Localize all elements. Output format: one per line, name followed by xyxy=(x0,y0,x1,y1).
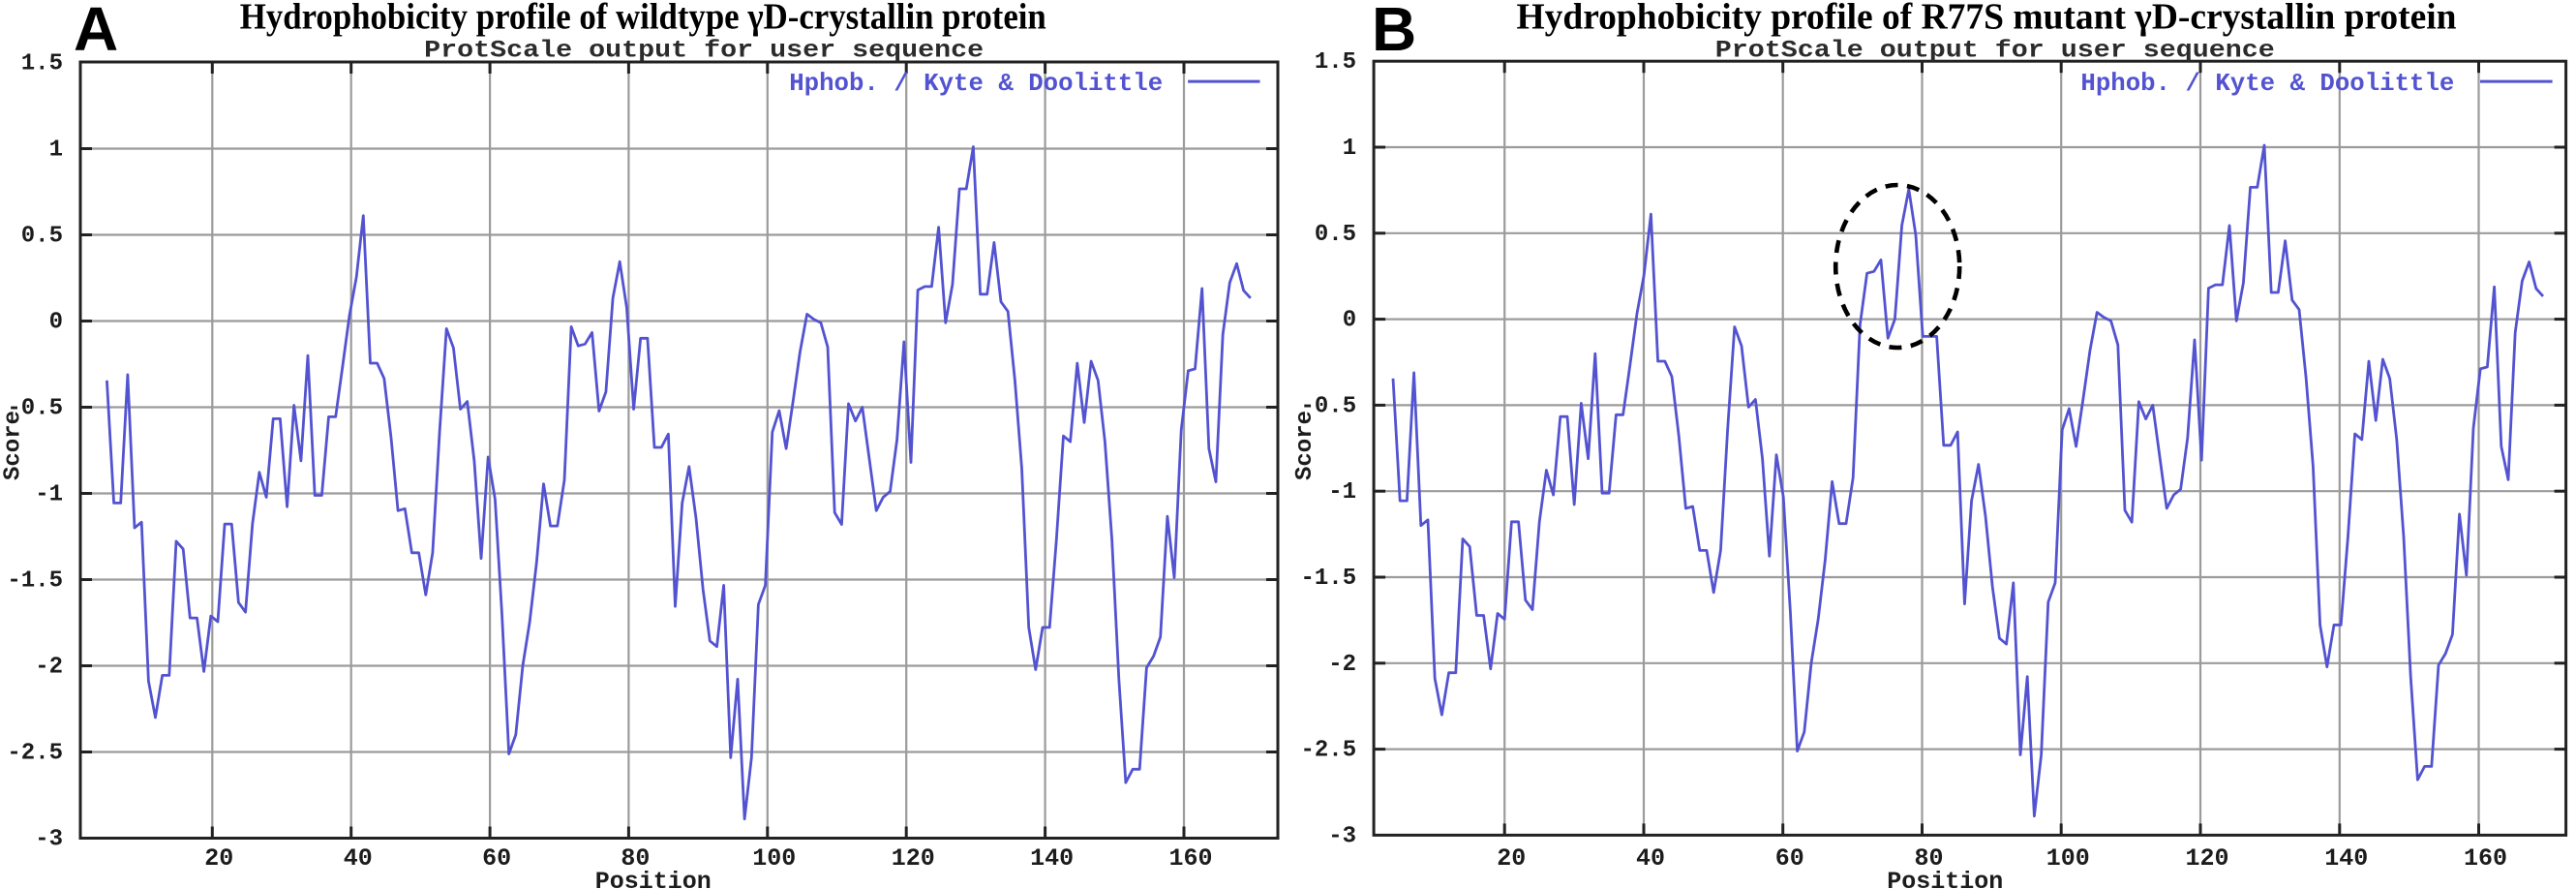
svg-text:-2.5: -2.5 xyxy=(1300,738,1356,764)
svg-text:-2: -2 xyxy=(35,655,63,681)
svg-text:ProtScale output for user sequ: ProtScale output for user sequence xyxy=(1715,37,2275,65)
svg-text:Score: Score xyxy=(1292,411,1318,480)
svg-text:Position: Position xyxy=(595,868,712,889)
svg-text:160: 160 xyxy=(1168,844,1212,873)
svg-text:A: A xyxy=(74,0,118,64)
svg-text:-1: -1 xyxy=(1328,479,1356,506)
svg-text:20: 20 xyxy=(1497,844,1526,873)
svg-text:Score: Score xyxy=(1,411,27,480)
svg-text:140: 140 xyxy=(2324,844,2368,873)
svg-text:-0.5: -0.5 xyxy=(1300,393,1356,419)
svg-text:0: 0 xyxy=(49,310,63,336)
svg-text:Hydrophobicity profile of R77S: Hydrophobicity profile of R77S mutant γD… xyxy=(1517,0,2457,37)
svg-text:Hphob. / Kyte & Doolittle: Hphob. / Kyte & Doolittle xyxy=(789,69,1163,98)
svg-text:60: 60 xyxy=(482,844,511,873)
svg-text:1.5: 1.5 xyxy=(1315,49,1356,76)
svg-text:Hphob. / Kyte & Doolittle: Hphob. / Kyte & Doolittle xyxy=(2080,69,2454,98)
svg-text:-1.5: -1.5 xyxy=(1300,566,1356,592)
svg-text:ProtScale output for user sequ: ProtScale output for user sequence xyxy=(424,37,984,65)
svg-text:160: 160 xyxy=(2464,844,2507,873)
svg-text:B: B xyxy=(1372,0,1416,64)
svg-text:-2.5: -2.5 xyxy=(7,741,63,767)
svg-text:-3: -3 xyxy=(35,827,63,853)
svg-text:20: 20 xyxy=(204,844,233,873)
svg-text:80: 80 xyxy=(621,844,650,873)
svg-text:140: 140 xyxy=(1030,844,1074,873)
svg-text:-1: -1 xyxy=(35,482,63,508)
svg-text:0: 0 xyxy=(1343,308,1356,334)
svg-text:1: 1 xyxy=(1343,136,1356,162)
svg-text:-0.5: -0.5 xyxy=(7,396,63,422)
svg-text:120: 120 xyxy=(2185,844,2228,873)
svg-text:1.5: 1.5 xyxy=(21,51,63,77)
svg-text:0.5: 0.5 xyxy=(1315,222,1356,248)
svg-text:80: 80 xyxy=(1914,844,1943,873)
svg-text:120: 120 xyxy=(892,844,935,873)
svg-text:0.5: 0.5 xyxy=(21,224,63,250)
svg-text:60: 60 xyxy=(1775,844,1804,873)
svg-text:Hydrophobicity profile of wild: Hydrophobicity profile of wildtype γD-cr… xyxy=(240,0,1046,37)
svg-text:40: 40 xyxy=(344,844,373,873)
svg-text:-1.5: -1.5 xyxy=(7,568,63,595)
svg-text:100: 100 xyxy=(2046,844,2090,873)
svg-text:40: 40 xyxy=(1636,844,1665,873)
svg-text:Position: Position xyxy=(1887,868,2003,889)
svg-text:100: 100 xyxy=(752,844,796,873)
svg-text:-3: -3 xyxy=(1328,823,1356,849)
svg-text:1: 1 xyxy=(49,138,63,164)
svg-text:-2: -2 xyxy=(1328,652,1356,678)
